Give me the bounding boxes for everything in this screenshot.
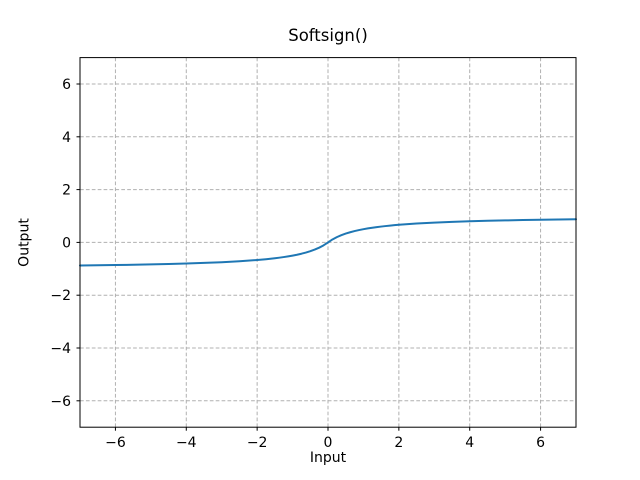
softsign-curve bbox=[79, 218, 577, 267]
x-axis-label: Input bbox=[309, 450, 347, 466]
y-tick-label: 0 bbox=[62, 235, 71, 251]
x-tick-label: 4 bbox=[465, 435, 474, 451]
x-tick-label: −6 bbox=[105, 435, 126, 451]
x-tick-label: 6 bbox=[536, 435, 545, 451]
y-axis-label: Output bbox=[16, 218, 33, 267]
y-tick-label: −2 bbox=[50, 288, 71, 304]
x-tick-label: −4 bbox=[176, 435, 197, 451]
y-tick-label: 2 bbox=[62, 183, 71, 199]
y-tick-label: −4 bbox=[50, 341, 71, 357]
chart-title: Softsign() bbox=[288, 26, 368, 45]
y-tick-label: 4 bbox=[62, 130, 71, 146]
x-tick-label: −2 bbox=[247, 435, 268, 451]
y-tick-label: −6 bbox=[50, 394, 71, 410]
x-tick-label: 0 bbox=[324, 435, 333, 451]
x-tick-label: 2 bbox=[394, 435, 403, 451]
y-tick-label: 6 bbox=[62, 77, 71, 93]
